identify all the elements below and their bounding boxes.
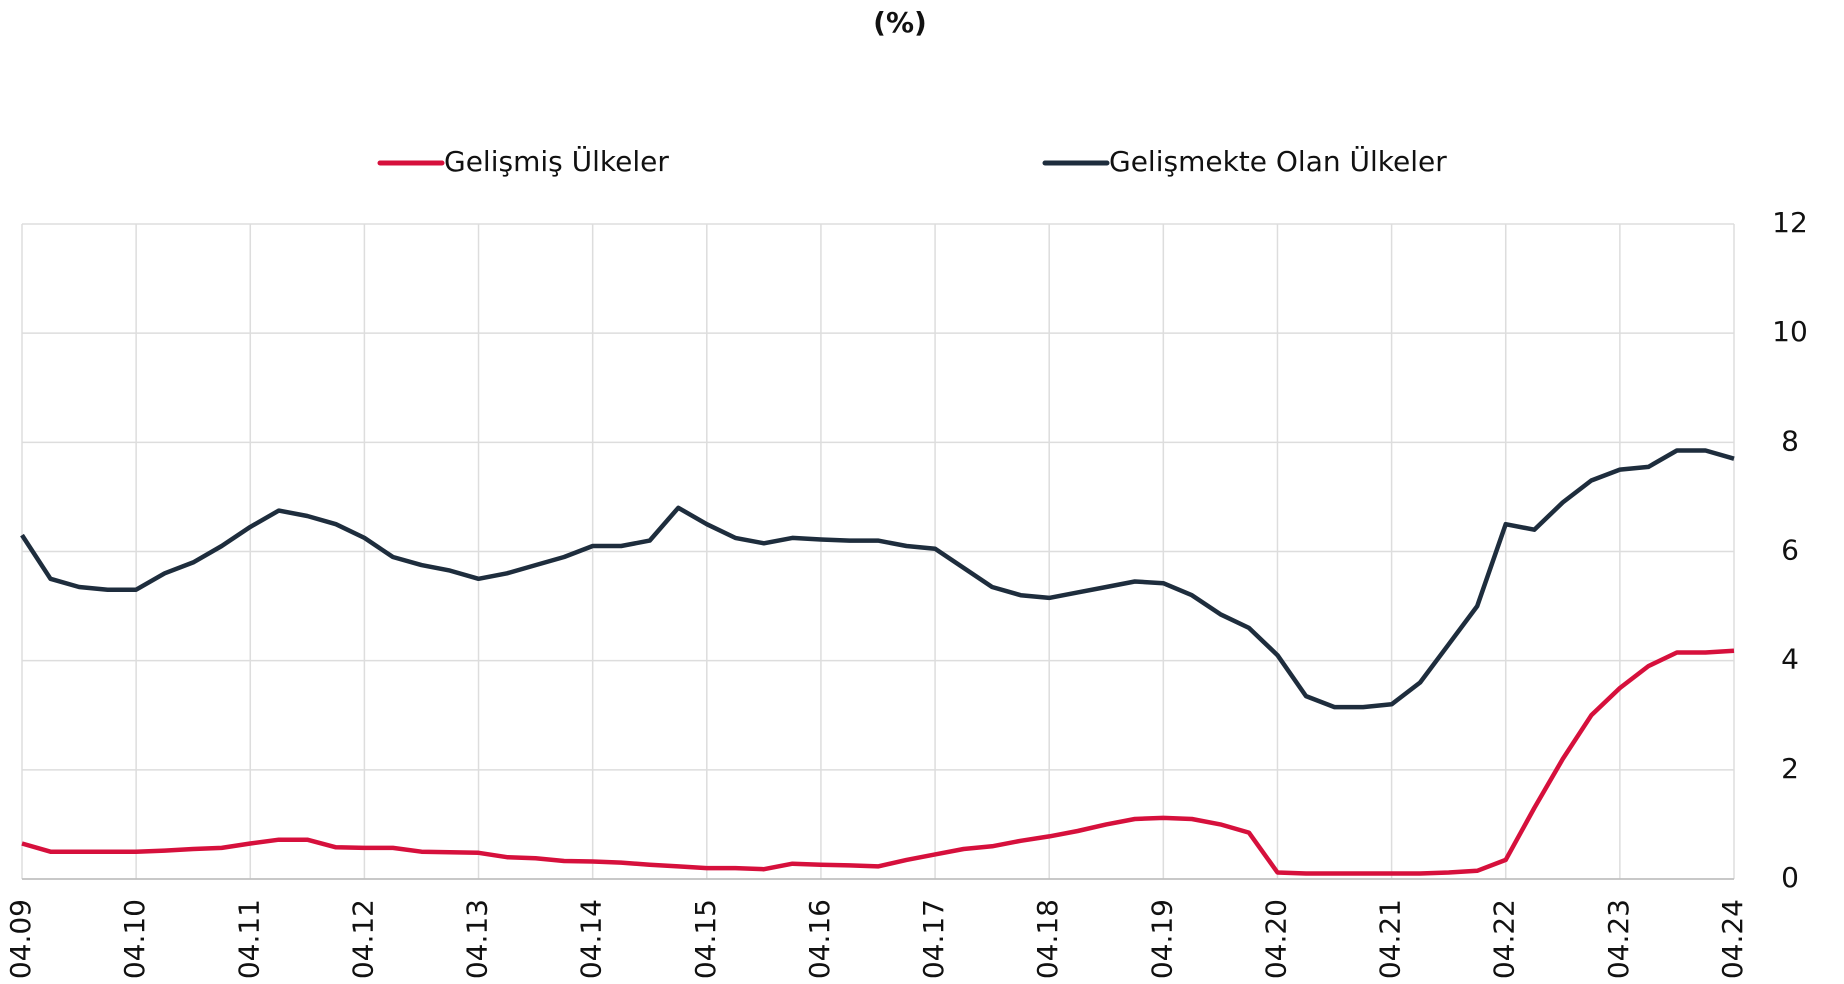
series-line [21, 648, 1735, 876]
legend-label: Gelişmekte Olan Ülkeler [1109, 144, 1447, 178]
x-tick-label: 04.17 [917, 899, 950, 979]
legend-label: Gelişmiş Ülkeler [444, 144, 669, 178]
x-tick-label: 04.15 [689, 899, 722, 979]
x-tick-label: 04.10 [118, 899, 151, 979]
x-tick-label: 04.13 [461, 899, 494, 979]
series-line [20, 448, 1735, 710]
x-tick-label: 04.22 [1488, 899, 1521, 979]
x-tick-label: 04.19 [1145, 899, 1178, 979]
chart-title: (%) [873, 6, 927, 39]
y-tick-label: 6 [1781, 534, 1799, 567]
x-tick-label: 04.16 [803, 899, 836, 979]
y-tick-label: 12 [1772, 206, 1808, 239]
x-tick-label: 04.18 [1031, 899, 1064, 979]
x-tick-label: 04.20 [1259, 899, 1292, 979]
y-tick-label: 2 [1781, 752, 1799, 785]
x-tick-label: 04.11 [232, 899, 265, 979]
y-tick-label: 4 [1781, 643, 1799, 676]
x-tick-label: 04.24 [1716, 899, 1749, 979]
x-tick-label: 04.12 [346, 899, 379, 979]
x-tick-label: 04.23 [1602, 899, 1635, 979]
y-tick-label: 10 [1772, 315, 1808, 348]
y-tick-label: 0 [1781, 861, 1799, 894]
x-tick-label: 04.21 [1374, 899, 1407, 979]
x-tick-label: 04.14 [575, 899, 608, 979]
y-tick-label: 8 [1781, 424, 1799, 457]
x-tick-label: 04.09 [4, 899, 37, 979]
